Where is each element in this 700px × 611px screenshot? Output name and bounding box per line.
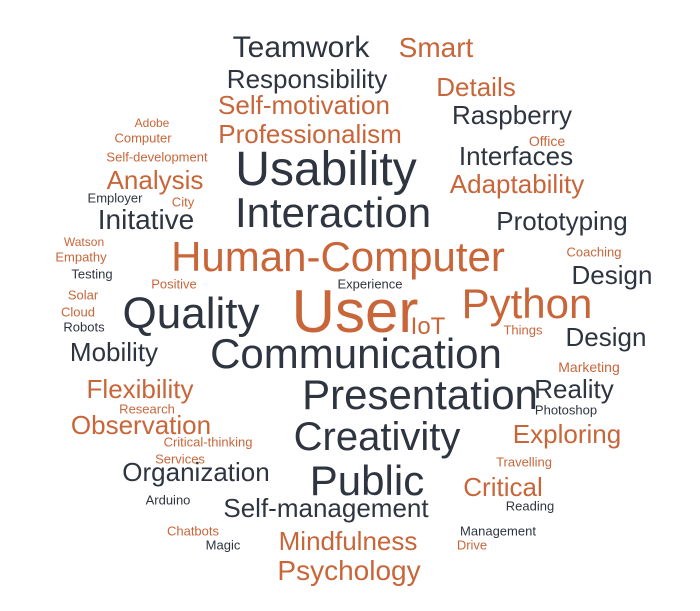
word-analysis: Analysis — [106, 165, 204, 195]
word-management: Management — [460, 523, 536, 539]
word-things: Things — [503, 322, 543, 338]
word-raspberry: Raspberry — [452, 100, 572, 130]
word-details: Details — [436, 72, 516, 102]
word-positive: Positive — [151, 276, 197, 292]
word-interaction: Interaction — [234, 189, 432, 236]
word-chatbots: Chatbots — [166, 523, 220, 539]
word-travelling: Travelling — [496, 454, 552, 470]
word-usability: Usability — [235, 143, 417, 196]
word-research: Research — [119, 401, 175, 417]
word-design: Design — [571, 260, 653, 290]
word-cloud: Cloud — [61, 304, 95, 320]
word-responsibility: Responsibility — [226, 64, 388, 94]
word-design: Design — [565, 322, 647, 352]
word-testing: Testing — [71, 266, 113, 282]
word-user: User — [291, 278, 419, 345]
word-empathy: Empathy — [55, 249, 107, 265]
word-employer: Employer — [87, 190, 143, 206]
word-arduino: Arduino — [145, 492, 191, 508]
word-city: City — [171, 194, 195, 210]
word-public: Public — [309, 457, 425, 504]
word-human-computer: Human-Computer — [171, 233, 505, 280]
word-flexibility: Flexibility — [86, 374, 194, 404]
word-teamwork: Teamwork — [232, 31, 370, 64]
word-mindfulness: Mindfulness — [278, 526, 418, 556]
word-observation: Observation — [70, 410, 212, 440]
word-interfaces: Interfaces — [458, 141, 574, 171]
word-python: Python — [461, 280, 593, 327]
word-self-development: Self-development — [106, 149, 208, 165]
word-iot: IoT — [410, 313, 446, 340]
word-critical-thinking: Critical-thinking — [163, 434, 253, 450]
word-photoshop: Photoshop — [534, 402, 598, 418]
word-adaptability: Adaptability — [449, 169, 585, 199]
word-communication: Communication — [210, 330, 502, 377]
word-mobility: Mobility — [69, 337, 159, 367]
word-presentation: Presentation — [302, 371, 538, 418]
word-adobe: Adobe — [134, 116, 170, 130]
word-critical: Critical — [463, 472, 543, 502]
word-quality: Quality — [122, 289, 260, 338]
word-reality: Reality — [534, 374, 614, 404]
word-smart: Smart — [398, 32, 474, 63]
word-drive: Drive — [456, 537, 488, 553]
word-computer: Computer — [114, 130, 172, 146]
word-services: Services — [155, 451, 205, 467]
word-watson: Watson — [63, 235, 105, 249]
word-office: Office — [528, 133, 566, 149]
word-psychology: Psychology — [277, 555, 421, 586]
word-self-motivation: Self-motivation — [218, 90, 390, 120]
word-solar: Solar — [67, 287, 99, 303]
word-creativity: Creativity — [293, 415, 461, 459]
word-initative: Initative — [97, 204, 195, 235]
word-reading: Reading — [505, 498, 555, 514]
word-prototyping: Prototyping — [496, 206, 628, 236]
word-professionalism: Professionalism — [218, 119, 402, 149]
word-robots: Robots — [63, 319, 105, 335]
word-experience: Experience — [337, 276, 403, 292]
word-self-management: Self-management — [223, 493, 429, 523]
word-organization: Organization — [122, 457, 270, 487]
word-exploring: Exploring — [512, 419, 622, 449]
word-magic: Magic — [205, 537, 241, 553]
word-marketing: Marketing — [558, 359, 620, 375]
word-coaching: Coaching — [566, 244, 622, 260]
